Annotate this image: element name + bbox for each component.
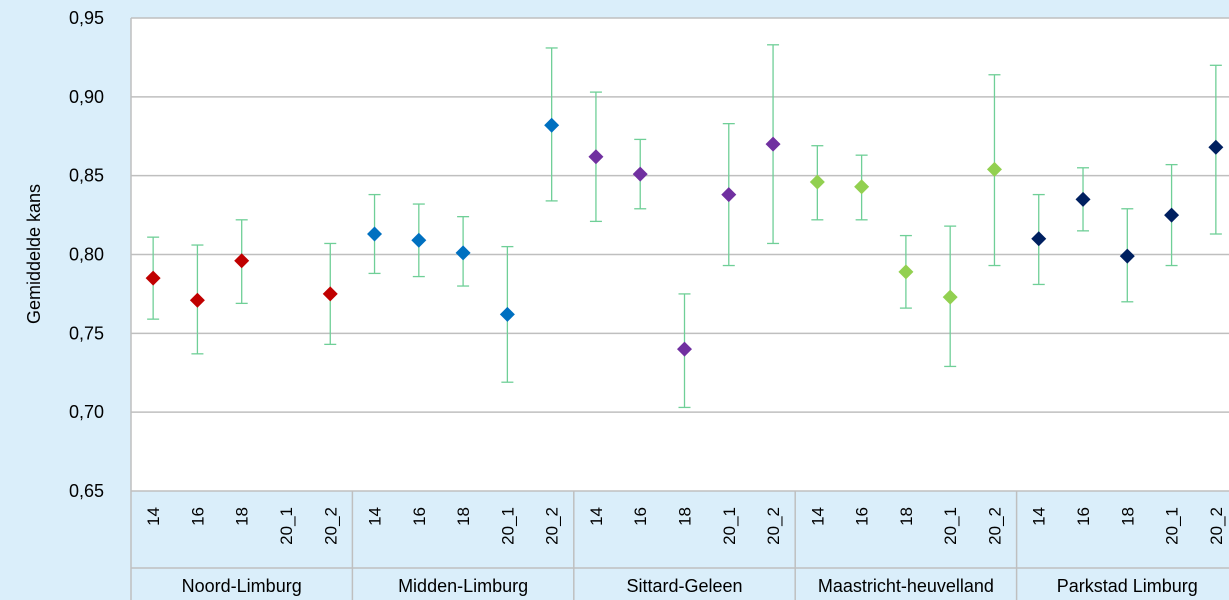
x-category-label: 20_1	[1163, 507, 1182, 545]
x-category-label: 20_1	[720, 507, 739, 545]
x-category-label: 16	[853, 507, 872, 526]
data-point-marker	[367, 226, 383, 242]
x-category-label: 20_2	[321, 507, 340, 545]
data-point-marker	[234, 253, 250, 269]
data-point-marker	[1031, 231, 1047, 247]
data-point-marker	[1119, 248, 1135, 264]
x-category-label: 14	[366, 507, 385, 526]
y-tick-label: 0,80	[69, 245, 104, 265]
data-point-marker	[854, 179, 870, 195]
data-point-marker	[588, 149, 604, 165]
gridlines	[131, 17, 1229, 492]
x-group-label: Sittard-Geleen	[626, 576, 742, 596]
x-group-label: Maastricht-heuvelland	[818, 576, 994, 596]
x-group-label: Noord-Limburg	[182, 576, 302, 596]
x-category-label: 14	[808, 507, 827, 526]
x-category-label: 16	[631, 507, 650, 526]
x-group-label: Midden-Limburg	[398, 576, 528, 596]
x-category-label: 20_1	[498, 507, 517, 545]
y-tick-label: 0,75	[69, 323, 104, 343]
data-point-marker	[189, 292, 205, 308]
x-axis-category-labels: 14 16 18 20_1 20_2 14 16 18 20_1 20_2 14 16 18 20_1 20…	[144, 507, 1226, 545]
data-point-marker	[632, 166, 648, 182]
x-category-label: 16	[1074, 507, 1093, 526]
x-category-label: 18	[454, 507, 473, 526]
data-point-marker	[411, 232, 427, 248]
x-category-label: 18	[1118, 507, 1137, 526]
x-category-label: 20_1	[277, 507, 296, 545]
x-category-label: 20_1	[941, 507, 960, 545]
x-category-label: 20_2	[543, 507, 562, 545]
data-point-marker	[986, 161, 1002, 177]
x-category-label: 18	[233, 507, 252, 526]
data-point-marker	[1164, 207, 1180, 223]
x-group-label: Parkstad Limburg	[1057, 576, 1198, 596]
data-point-marker	[942, 289, 958, 305]
data-points	[145, 117, 1224, 357]
x-category-label: 14	[144, 507, 163, 526]
y-axis-ticks: 0,65 0,70 0,75 0,80 0,85 0,90 0,95	[69, 8, 104, 501]
x-category-label: 14	[1030, 507, 1049, 526]
x-category-label: 18	[897, 507, 916, 526]
y-tick-label: 0,95	[69, 8, 104, 28]
axis-lines	[130, 18, 1229, 600]
data-point-marker	[809, 174, 825, 190]
x-category-label: 20_2	[764, 507, 783, 545]
data-point-marker	[455, 245, 471, 261]
x-category-label: 20_2	[985, 507, 1004, 545]
y-tick-label: 0,85	[69, 166, 104, 186]
x-category-label: 16	[410, 507, 429, 526]
data-point-marker	[677, 341, 692, 357]
y-tick-label: 0,90	[69, 87, 104, 107]
data-point-marker	[322, 286, 338, 302]
data-point-marker	[1075, 191, 1091, 207]
x-axis-group-labels: Noord-Limburg Midden-Limburg Sittard-Gelee…	[182, 576, 1198, 596]
x-category-label: 20_2	[1207, 507, 1226, 545]
data-point-marker	[145, 270, 161, 286]
y-tick-label: 0,70	[69, 402, 104, 422]
x-category-label: 14	[587, 507, 606, 526]
data-point-marker	[544, 117, 560, 133]
y-axis-title: Gemiddelde kans	[24, 184, 44, 324]
y-tick-label: 0,65	[69, 481, 104, 501]
data-point-marker	[1208, 139, 1224, 155]
data-point-marker	[499, 306, 515, 322]
data-point-marker	[721, 187, 737, 203]
data-point-marker	[765, 136, 781, 152]
data-point-marker	[898, 264, 914, 280]
x-category-label: 16	[188, 507, 207, 526]
x-category-label: 18	[676, 507, 695, 526]
